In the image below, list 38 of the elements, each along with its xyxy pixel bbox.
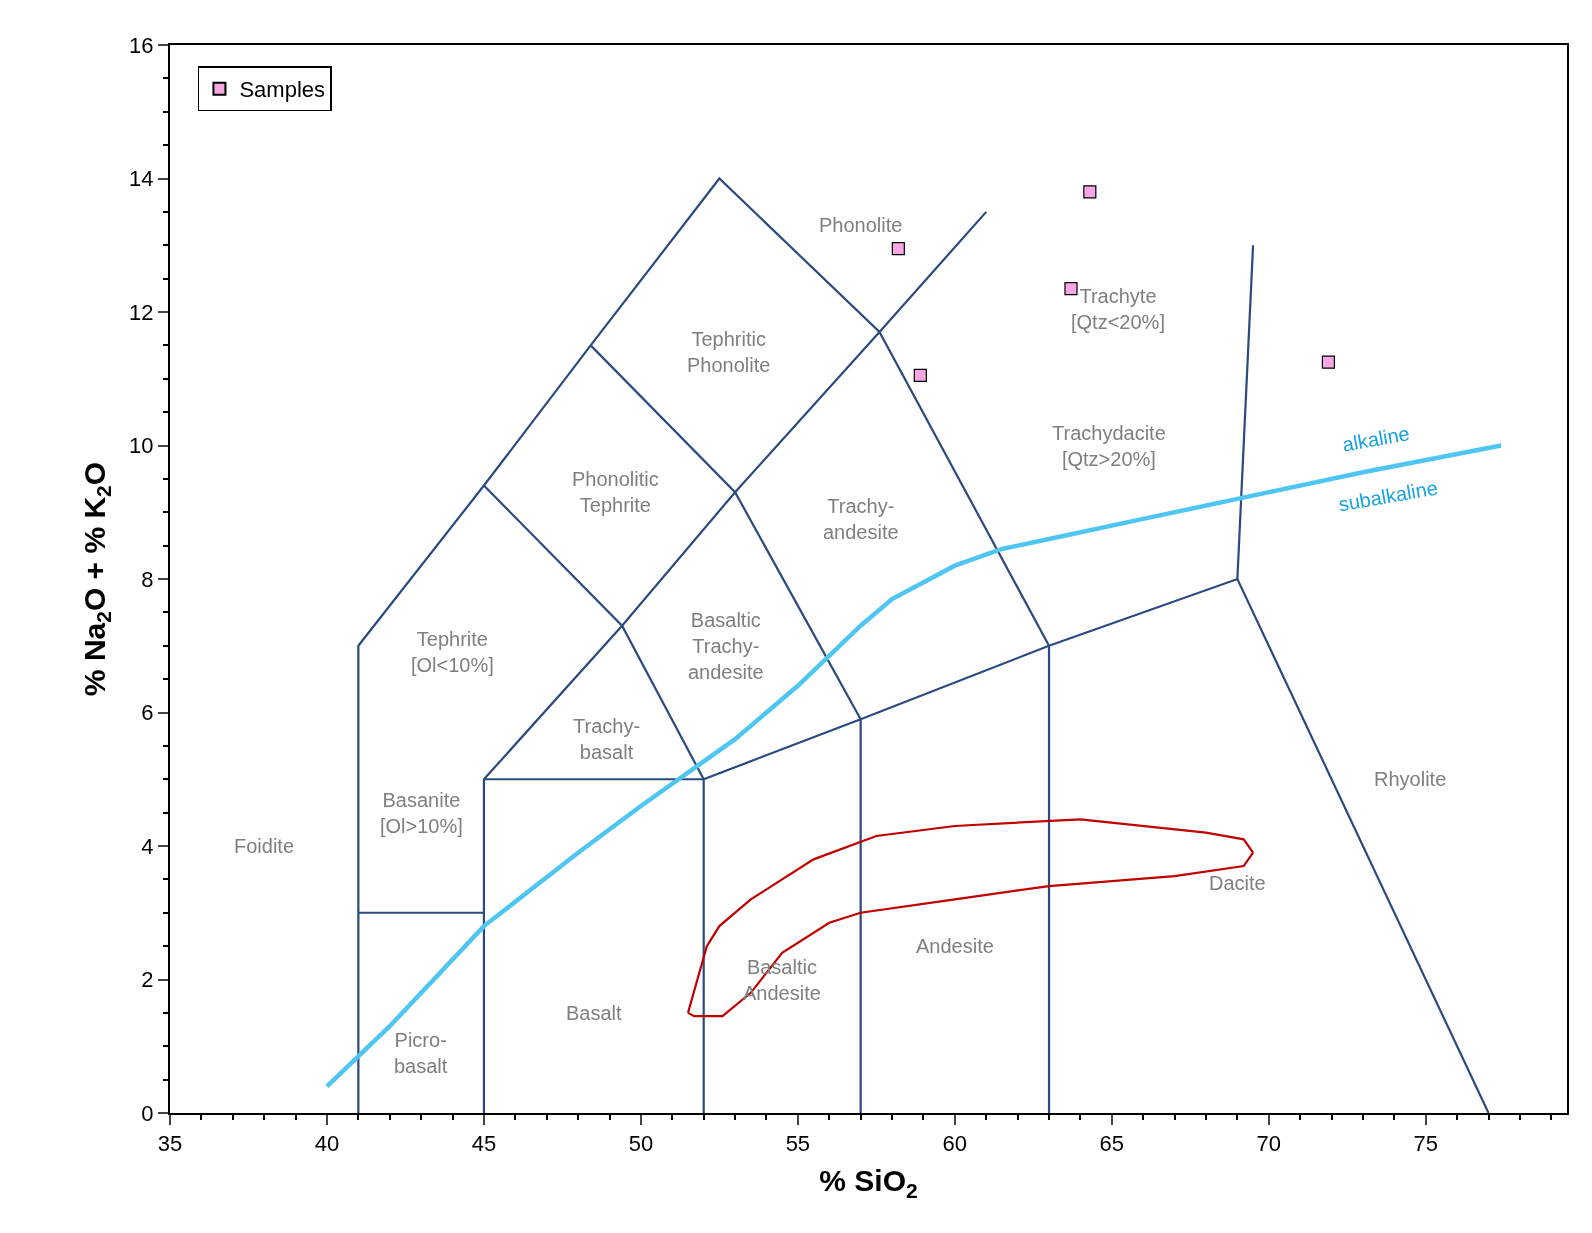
annotation: Basanite [Ol>10%] <box>380 789 463 837</box>
x-tick-label: 70 <box>1256 1131 1281 1157</box>
y-tick-label: 2 <box>141 967 154 993</box>
x-tick-label: 65 <box>1099 1131 1125 1157</box>
legend-label: Samples <box>239 77 326 103</box>
x-tick-label: 55 <box>785 1131 811 1157</box>
x-tick-label: 50 <box>628 1131 654 1157</box>
annotation: Trachydacite [Qtz>20%] <box>1052 422 1166 470</box>
y-tick-label: 10 <box>129 433 154 459</box>
annotation: subalkaline <box>1336 476 1440 516</box>
annotation: Basaltic Trachy- andesite <box>688 609 764 683</box>
annotation: Picro- basalt <box>394 1029 448 1077</box>
x-tick-label: 75 <box>1413 1131 1438 1157</box>
y-tick-label: 14 <box>129 166 154 192</box>
annotation: Tephrite [Ol<10%] <box>411 628 494 676</box>
y-tick-label: 16 <box>129 32 154 58</box>
annotation: alkaline <box>1340 422 1412 456</box>
y-tick-label: 6 <box>141 700 154 726</box>
x-tick-label: 45 <box>471 1131 497 1157</box>
x-tick-label: 40 <box>314 1131 340 1157</box>
annotation: Andesite <box>916 935 994 957</box>
annotation: Basalt <box>566 1002 623 1024</box>
annotation: Foidite <box>234 835 295 857</box>
y-tick-label: 12 <box>129 299 154 325</box>
annotation: Rhyolite <box>1374 768 1447 790</box>
annotation: Trachy- basalt <box>573 715 641 763</box>
annotation: Phonolitic Tephrite <box>572 468 659 516</box>
annotation: Tephritic Phonolite <box>687 328 771 376</box>
annotation: Dacite <box>1209 872 1266 894</box>
x-tick-label: 60 <box>942 1131 968 1157</box>
y-tick-label: 4 <box>141 833 154 859</box>
annotation: Phonolite <box>819 214 903 236</box>
annotation: Trachy- andesite <box>823 495 899 543</box>
y-tick-label: 8 <box>141 566 154 592</box>
x-axis-title: % SiO$_{2}$ <box>819 1164 918 1202</box>
y-tick-label: 0 <box>141 1100 154 1126</box>
x-tick-label: 35 <box>157 1131 183 1157</box>
annotation: Trachyte [Qtz<20%] <box>1071 285 1165 333</box>
